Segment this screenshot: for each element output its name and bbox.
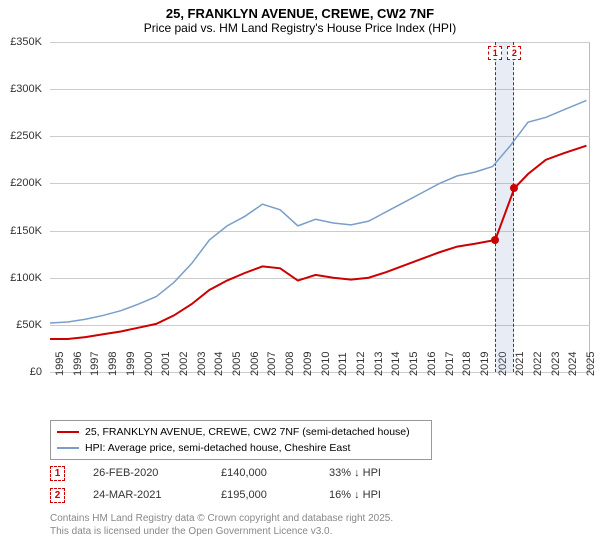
chart-subtitle: Price paid vs. HM Land Registry's House …	[0, 21, 600, 35]
chart-plot-area: £0£50K£100K£150K£200K£250K£300K£350K1995…	[50, 42, 590, 372]
legend-swatch	[57, 447, 79, 449]
y-axis-label: £50K	[0, 319, 42, 331]
y-axis-label: £300K	[0, 83, 42, 95]
sale-marker-dot	[491, 236, 499, 244]
legend-label: 25, FRANKLYN AVENUE, CREWE, CW2 7NF (sem…	[85, 426, 410, 438]
sale-marker-label: 2	[507, 46, 521, 60]
legend-label: HPI: Average price, semi-detached house,…	[85, 442, 350, 454]
legend-item: 25, FRANKLYN AVENUE, CREWE, CW2 7NF (sem…	[57, 424, 425, 440]
sale-marker-dot	[510, 184, 518, 192]
chart-svg	[50, 42, 590, 372]
chart-title: 25, FRANKLYN AVENUE, CREWE, CW2 7NF	[0, 6, 600, 21]
legend-swatch	[57, 431, 79, 434]
y-axis-label: £150K	[0, 225, 42, 237]
y-axis-label: £350K	[0, 36, 42, 48]
chart-container: 25, FRANKLYN AVENUE, CREWE, CW2 7NF Pric…	[0, 0, 600, 560]
title-block: 25, FRANKLYN AVENUE, CREWE, CW2 7NF Pric…	[0, 0, 600, 37]
legend: 25, FRANKLYN AVENUE, CREWE, CW2 7NF (sem…	[50, 420, 432, 460]
attribution-line: This data is licensed under the Open Gov…	[50, 525, 393, 538]
sale-marker-label: 1	[488, 46, 502, 60]
y-axis-label: £0	[0, 366, 42, 378]
event-price: £195,000	[221, 489, 301, 501]
events-table: 1 26-FEB-2020 £140,000 33% ↓ HPI 2 24-MA…	[50, 462, 381, 506]
event-marker-icon: 2	[50, 488, 65, 503]
event-date: 24-MAR-2021	[93, 489, 193, 501]
event-row: 1 26-FEB-2020 £140,000 33% ↓ HPI	[50, 462, 381, 484]
legend-item: HPI: Average price, semi-detached house,…	[57, 440, 425, 456]
event-price: £140,000	[221, 467, 301, 479]
attribution: Contains HM Land Registry data © Crown c…	[50, 512, 393, 538]
y-axis-label: £200K	[0, 177, 42, 189]
event-row: 2 24-MAR-2021 £195,000 16% ↓ HPI	[50, 484, 381, 506]
y-axis-label: £100K	[0, 272, 42, 284]
attribution-line: Contains HM Land Registry data © Crown c…	[50, 512, 393, 525]
event-marker-icon: 1	[50, 466, 65, 481]
event-date: 26-FEB-2020	[93, 467, 193, 479]
event-delta: 16% ↓ HPI	[329, 489, 381, 501]
event-delta: 33% ↓ HPI	[329, 467, 381, 479]
y-axis-label: £250K	[0, 130, 42, 142]
line-series-price_paid	[50, 146, 586, 339]
